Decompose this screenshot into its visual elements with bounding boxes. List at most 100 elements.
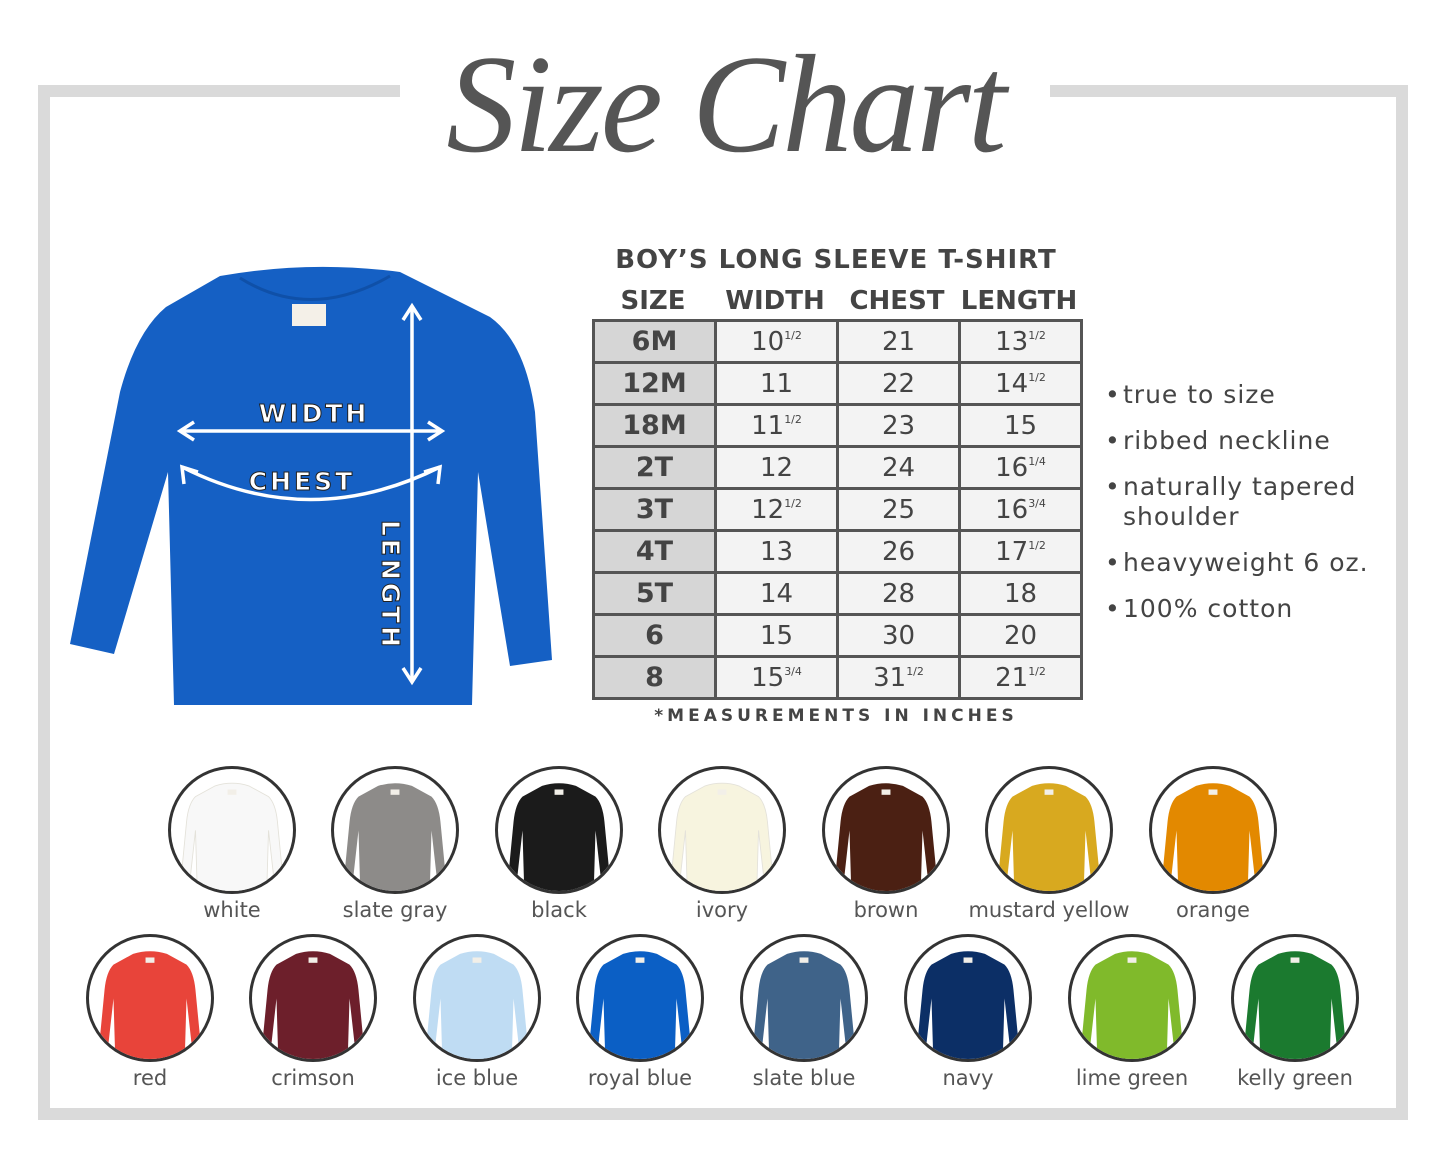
value-whole: 15 bbox=[751, 662, 785, 693]
color-swatch-slate-gray[interactable] bbox=[331, 766, 459, 894]
color-label: slate gray bbox=[342, 898, 448, 922]
bullet-icon: • bbox=[1105, 380, 1121, 409]
value-whole: 16 bbox=[995, 494, 1029, 525]
shirt-shape bbox=[70, 266, 552, 705]
size-cell: 18M bbox=[592, 403, 717, 448]
color-label: orange bbox=[1176, 898, 1250, 922]
header-length: LENGTH bbox=[960, 286, 1078, 316]
value-whole: 11 bbox=[759, 368, 794, 399]
size-cell: 3T bbox=[592, 487, 717, 532]
color-label: mustard yellow bbox=[968, 898, 1130, 922]
value-whole: 15 bbox=[1003, 410, 1038, 441]
shirt-measurement-diagram: WIDTH CHEST LENGTH bbox=[70, 266, 552, 705]
page-title: Size Chart bbox=[446, 27, 1006, 182]
shirt-icon bbox=[670, 782, 774, 891]
color-label: lime green bbox=[1075, 1066, 1189, 1090]
chest-cell: 311/2 bbox=[836, 655, 961, 700]
length-cell: 161/4 bbox=[958, 445, 1083, 490]
color-swatch-mustard-yellow[interactable] bbox=[985, 766, 1113, 894]
color-swatch-ivory[interactable] bbox=[658, 766, 786, 894]
value-whole: 13 bbox=[995, 326, 1029, 357]
color-label: brown bbox=[853, 898, 919, 922]
bullet-icon: • bbox=[1105, 472, 1121, 501]
value-fraction: 1/2 bbox=[1028, 538, 1046, 552]
shirt-tag bbox=[292, 304, 326, 326]
table-row: 18M 111/2 23 15 bbox=[592, 403, 1083, 448]
table-row: 2T 12 24 161/4 bbox=[592, 445, 1083, 490]
feature-item: •true to size bbox=[1105, 380, 1415, 410]
chest-cell: 25 bbox=[836, 487, 961, 532]
value-whole: 10 bbox=[751, 326, 785, 357]
value-whole: 26 bbox=[881, 536, 916, 567]
table-title: BOY’S LONG SLEEVE T-SHIRT bbox=[615, 245, 1057, 275]
shirt-icon bbox=[180, 782, 284, 891]
color-label: black bbox=[531, 898, 587, 922]
shirt-icon bbox=[589, 951, 691, 1059]
table-row: 4T 13 26 171/2 bbox=[592, 529, 1083, 574]
color-swatch-brown[interactable] bbox=[822, 766, 950, 894]
header-width: WIDTH bbox=[725, 286, 825, 316]
color-swatch-royal-blue[interactable] bbox=[576, 934, 704, 1062]
width-cell: 101/2 bbox=[714, 319, 839, 364]
bullet-icon: • bbox=[1105, 548, 1121, 577]
shirt-icon bbox=[835, 783, 937, 891]
measurement-note: *MEASUREMENTS IN INCHES bbox=[654, 706, 1018, 726]
shirt-icon bbox=[99, 951, 201, 1059]
value-fraction: 1/2 bbox=[784, 328, 802, 342]
width-cell: 111/2 bbox=[714, 403, 839, 448]
length-label: LENGTH bbox=[376, 520, 405, 650]
color-label: slate blue bbox=[752, 1066, 856, 1090]
shirt-icon bbox=[508, 783, 610, 891]
value-fraction: 3/4 bbox=[784, 664, 802, 678]
feature-item: •naturally tapered shoulder bbox=[1105, 472, 1415, 532]
header-chest: CHEST bbox=[849, 286, 945, 316]
value-whole: 28 bbox=[881, 578, 916, 609]
color-swatch-slate-blue[interactable] bbox=[740, 934, 868, 1062]
color-swatch-black[interactable] bbox=[495, 766, 623, 894]
value-whole: 20 bbox=[1003, 620, 1038, 651]
value-whole: 31 bbox=[873, 662, 907, 693]
chest-cell: 23 bbox=[836, 403, 961, 448]
color-swatch-ice-blue[interactable] bbox=[413, 934, 541, 1062]
width-cell: 11 bbox=[714, 361, 839, 406]
color-label: kelly green bbox=[1237, 1066, 1353, 1090]
color-swatch-orange[interactable] bbox=[1149, 766, 1277, 894]
length-cell: 171/2 bbox=[958, 529, 1083, 574]
shirt-icon bbox=[917, 951, 1019, 1059]
value-fraction: 1/2 bbox=[784, 412, 802, 426]
color-swatch-kelly-green[interactable] bbox=[1231, 934, 1359, 1062]
color-label: ice blue bbox=[435, 1066, 519, 1090]
length-cell: 163/4 bbox=[958, 487, 1083, 532]
color-swatch-red[interactable] bbox=[86, 934, 214, 1062]
shirt-icon bbox=[344, 783, 446, 891]
width-cell: 121/2 bbox=[714, 487, 839, 532]
value-whole: 16 bbox=[995, 452, 1029, 483]
shirt-icon bbox=[1244, 951, 1346, 1059]
value-whole: 12 bbox=[759, 452, 794, 483]
value-whole: 17 bbox=[995, 536, 1029, 567]
color-swatch-navy[interactable] bbox=[904, 934, 1032, 1062]
color-swatch-white[interactable] bbox=[168, 766, 296, 894]
chest-cell: 28 bbox=[836, 571, 961, 616]
value-whole: 21 bbox=[881, 326, 916, 357]
color-swatch-crimson[interactable] bbox=[249, 934, 377, 1062]
value-fraction: 3/4 bbox=[1028, 496, 1046, 510]
size-cell: 2T bbox=[592, 445, 717, 490]
value-whole: 12 bbox=[751, 494, 785, 525]
color-swatch-lime-green[interactable] bbox=[1068, 934, 1196, 1062]
feature-text: naturally tapered shoulder bbox=[1123, 472, 1357, 531]
value-whole: 23 bbox=[881, 410, 916, 441]
table-row: 6M 101/2 21 131/2 bbox=[592, 319, 1083, 364]
shirt-icon bbox=[426, 951, 528, 1059]
size-cell: 4T bbox=[592, 529, 717, 574]
value-whole: 14 bbox=[995, 368, 1029, 399]
chest-cell: 30 bbox=[836, 613, 961, 658]
value-whole: 15 bbox=[759, 620, 794, 651]
value-whole: 14 bbox=[759, 578, 794, 609]
size-cell: 12M bbox=[592, 361, 717, 406]
length-cell: 131/2 bbox=[958, 319, 1083, 364]
feature-item: •heavyweight 6 oz. bbox=[1105, 548, 1415, 578]
value-whole: 11 bbox=[751, 410, 785, 441]
size-cell: 5T bbox=[592, 571, 717, 616]
feature-list: •true to size •ribbed neckline •naturally … bbox=[1105, 380, 1415, 640]
